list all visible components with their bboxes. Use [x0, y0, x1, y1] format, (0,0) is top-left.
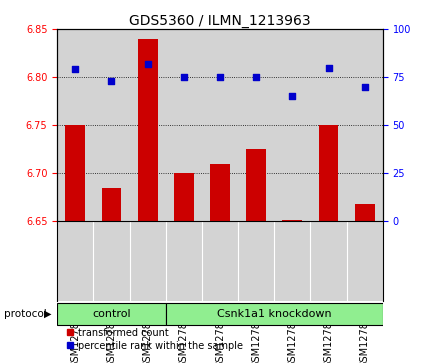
FancyBboxPatch shape — [57, 303, 166, 325]
Bar — [355, 204, 375, 221]
Bar — [66, 125, 85, 221]
Bar — [282, 220, 302, 221]
Text: ▶: ▶ — [44, 309, 51, 319]
Bar — [210, 164, 230, 221]
Bar — [319, 125, 338, 221]
Point — [289, 93, 296, 99]
Text: protocol: protocol — [4, 309, 47, 319]
Title: GDS5360 / ILMN_1213963: GDS5360 / ILMN_1213963 — [129, 14, 311, 28]
Point — [180, 74, 187, 80]
Legend: transformed count, percentile rank within the sample: transformed count, percentile rank withi… — [62, 324, 246, 355]
FancyBboxPatch shape — [166, 303, 383, 325]
Point — [216, 74, 224, 80]
Point — [361, 84, 368, 90]
Bar — [174, 173, 194, 221]
Bar — [138, 38, 158, 221]
Point — [144, 61, 151, 66]
Point — [108, 78, 115, 84]
Point — [72, 66, 79, 72]
Bar — [102, 188, 121, 221]
Text: control: control — [92, 309, 131, 319]
Text: Csnk1a1 knockdown: Csnk1a1 knockdown — [217, 309, 332, 319]
Point — [253, 74, 260, 80]
Bar — [246, 149, 266, 221]
Point — [325, 65, 332, 70]
